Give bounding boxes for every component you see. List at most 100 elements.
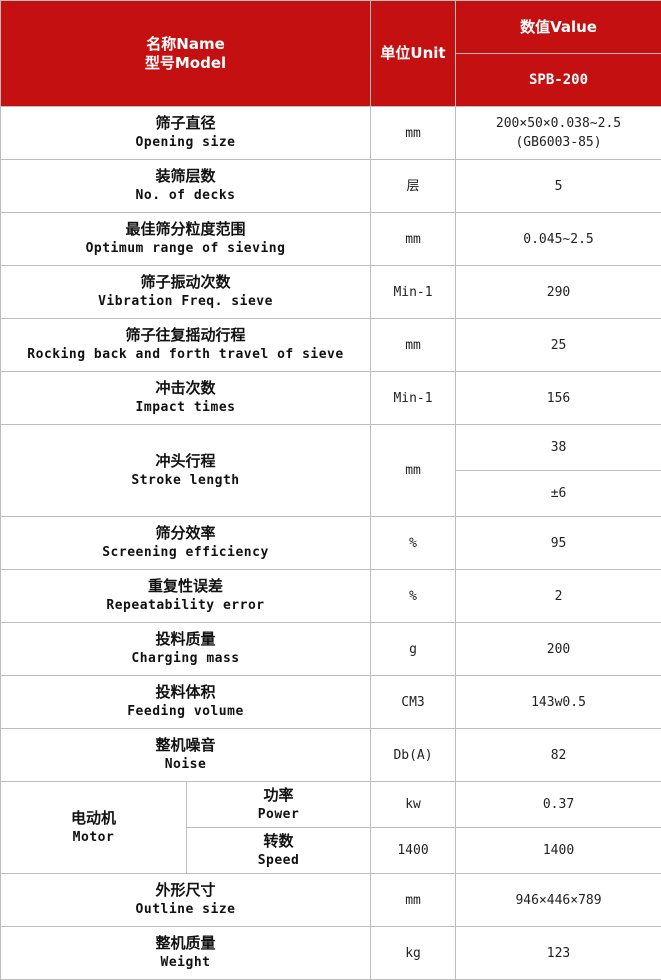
row-name-zh: 冲头行程 (155, 451, 216, 470)
row-unit: % (370, 569, 457, 623)
table-row: 最佳筛分粒度范围 Optimum range of sieving mm 0.045~… (0, 212, 661, 266)
header-name: 名称Name 型号Model (0, 0, 372, 107)
table-row: 重复性误差 Repeatability error% 2 (0, 569, 661, 623)
row-unit: Min-1 (370, 371, 457, 425)
row-value: 5 (455, 159, 661, 213)
row-name-zh: 重复性误差 (148, 577, 224, 595)
row-value: 2 (455, 569, 661, 623)
row-name: 最佳筛分粒度范围 Optimum range of sieving (0, 212, 372, 266)
motor-item-value: 0.37 (455, 781, 661, 828)
row-unit: kg (370, 926, 457, 980)
header-name-label: 名称Name (146, 34, 225, 53)
motor-item-unit: kw (370, 781, 457, 828)
row-value: 25 (455, 318, 661, 372)
row-name-zh: 冲击次数 (155, 379, 216, 397)
row-name-zh: 外形尺寸 (155, 881, 216, 899)
header-unit: 单位Unit (370, 0, 457, 107)
table-row: 外形尺寸 Outline size mm 946×446×789 (0, 873, 661, 927)
row-name-en: Screening efficiency (102, 545, 269, 560)
row-value-text: 200 (546, 641, 571, 657)
row-name-zh: 最佳筛分粒度范围 (125, 220, 246, 238)
motor-item-unit: 1400 (370, 827, 457, 874)
row-name-en: No. of decks (135, 188, 236, 203)
row-name-en: Rocking back and forth travel of sieve (27, 347, 344, 362)
row-name-zh: 筛子直径 (155, 114, 216, 132)
row-unit: mm (370, 106, 457, 160)
row-unit: g (370, 622, 457, 676)
motor-item-value: 1400 (455, 827, 661, 874)
row-name-zh: 筛分效率 (155, 524, 216, 542)
row-value-text: 123 (546, 945, 571, 961)
row-value: 200×50×0.038~2.5 (GB6003-85) (455, 106, 661, 160)
row-name-zh: 筛子往复摇动行程 (125, 326, 246, 344)
row-unit: mm (370, 873, 457, 927)
row-name: 筛子直径 Opening size (0, 106, 372, 160)
row-value: 0.045~2.5 (455, 212, 661, 266)
row-name-zh: 装筛层数 (155, 167, 216, 185)
row-name-en: Speed (257, 852, 300, 868)
header-value-label: 数值Value (520, 17, 597, 36)
row-value-text: 95 (550, 535, 567, 551)
row-name-zh: 筛子振动次数 (140, 273, 231, 291)
motor-item-name: 功率 Power (185, 781, 372, 828)
row-name-en: Power (257, 806, 300, 822)
table-row: 投料质量 Charging mass g 200 (0, 622, 661, 676)
row-name-en: Impact times (135, 400, 236, 415)
row-value-note: (GB6003-85) (515, 135, 602, 150)
row-name: 整机噪音 Noise (0, 728, 372, 782)
table-row: 筛子振动次数 Vibration Freq. sieve Min-1 290 (0, 265, 661, 319)
row-unit: % (370, 516, 457, 570)
row-name: 整机质量 Weight (0, 926, 372, 980)
row-value: 946×446×789 (455, 873, 661, 927)
row-value-text: 2 (554, 588, 563, 604)
row-name-en: Repeatability error (106, 598, 265, 613)
row-value: 38 (455, 424, 661, 471)
row-unit: mm (370, 318, 457, 372)
table-row: 冲击次数 Impact times Min-1 156 (0, 371, 661, 425)
row-unit: mm (370, 212, 457, 266)
row-value-text: 143w0.5 (531, 694, 586, 710)
row-name-en: Feeding volume (127, 704, 244, 719)
motor-en: Motor (72, 829, 115, 845)
row-unit: Db(A) (370, 728, 457, 782)
row-name-en: Charging mass (131, 651, 240, 666)
table-row: ±6 (1, 470, 661, 517)
table-row: 冲头行程 Stroke length mm 38 (0, 424, 661, 517)
row-unit: CM3 (370, 675, 457, 729)
row-name-zh: 整机质量 (155, 934, 216, 952)
row-name: 投料体积 Feeding volume (0, 675, 372, 729)
table-row: 筛子直径 Opening size mm 200×50×0.038~2.5 (GB600… (0, 106, 661, 160)
row-name-en: Opening size (135, 135, 236, 150)
row-name-zh: 整机噪音 (155, 736, 216, 754)
row-name-zh: 投料体积 (155, 683, 216, 701)
row-value: 156 (455, 371, 661, 425)
header-model: SPB-200 (455, 53, 661, 107)
motor-row: 电动机 Motor 功率 Power kw 0.37 (0, 781, 661, 874)
row-value: 123 (455, 926, 661, 980)
table-row: 筛分效率 Screening efficiency% 95 (0, 516, 661, 570)
motor-item-name: 转数 Speed (185, 827, 372, 874)
row-name: 外形尺寸 Outline size (0, 873, 372, 927)
row-value-text: 946×446×789 (515, 892, 602, 908)
row-unit: mm (370, 424, 457, 517)
row-value-text: 200×50×0.038~2.5 (495, 116, 622, 131)
row-value: 200 (455, 622, 661, 676)
row-name-zh: 功率 (263, 785, 294, 804)
table-row: 投料体积 Feeding volume CM3 143w0.5 (0, 675, 661, 729)
table-row: 装筛层数 No. of decks 层 5 (0, 159, 661, 213)
row-name-en: Vibration Freq. sieve (98, 294, 273, 309)
table-row: 整机质量 Weight kg 123 (0, 926, 661, 980)
row-unit: 层 (370, 159, 457, 213)
row-value-text: 5 (554, 178, 563, 194)
row-name-en: Noise (164, 757, 207, 772)
row-name: 重复性误差 Repeatability error (0, 569, 372, 623)
row-value-text: 25 (550, 337, 567, 353)
row-value-tolerance: ±6 (455, 470, 661, 517)
header-model-label: 型号Model (144, 53, 227, 72)
row-name: 投料质量 Charging mass (0, 622, 372, 676)
row-name-en: Outline size (135, 902, 236, 917)
motor-zh: 电动机 (70, 808, 116, 827)
table-row: 整机噪音 Noise Db(A) 82 (0, 728, 661, 782)
row-name: 筛子振动次数 Vibration Freq. sieve (0, 265, 372, 319)
